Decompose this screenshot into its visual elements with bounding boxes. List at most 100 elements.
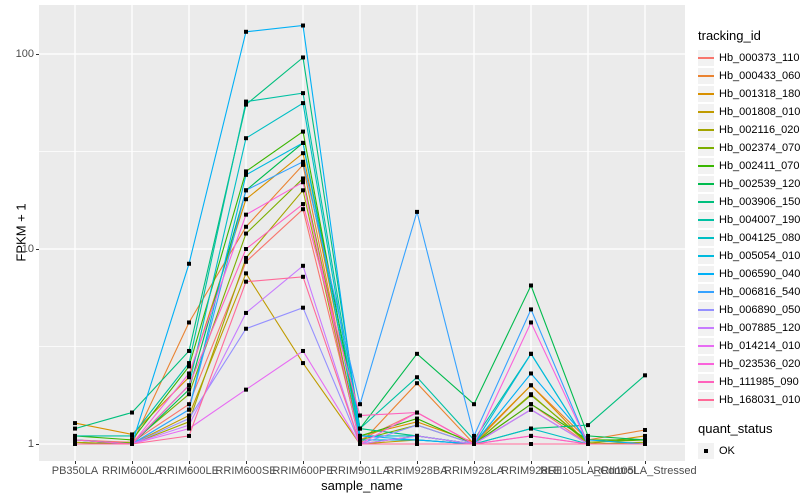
y-tick-label: 10 [21,243,34,255]
legend-line-icon [698,93,714,95]
legend-item-Hb_003906_150: Hb_003906_150 [698,193,800,211]
legend-item-Hb_014214_010: Hb_014214_010 [698,337,800,355]
data-point-Hb_003906_150 [643,373,647,378]
data-point-Hb_006590_040 [244,29,248,34]
legend-key-swatch [698,212,714,228]
x-tick-label-RRII105LA_Control: RRII105LA_Control [540,465,636,477]
legend: tracking_id Hb_000373_110 Hb_000433_060 Hb… [698,28,800,460]
legend-line-icon [698,111,714,113]
legend-key-swatch [698,50,714,66]
legend-item-Hb_004125_080: Hb_004125_080 [698,229,800,247]
legend-label: Hb_001808_010 [719,106,800,118]
legend-line-icon [698,309,714,311]
legend-item-Hb_006816_540: Hb_006816_540 [698,283,800,301]
legend-key-swatch [698,86,714,102]
data-point-Hb_006816_540 [358,402,362,407]
legend-label: Hb_000433_060 [719,70,800,82]
data-point-Hb_003906_150 [130,410,134,415]
data-point-Hb_002411_070 [130,437,134,442]
x-tick-mark [474,461,475,464]
legend-key-swatch [698,140,714,156]
data-point-Hb_001808_010 [187,413,191,418]
legend-item-Hb_004007_190: Hb_004007_190 [698,211,800,229]
data-point-Hb_003906_150 [73,426,77,431]
data-point-Hb_006590_040 [529,371,533,376]
data-point-Hb_168031_010 [73,442,77,446]
legend-items: Hb_000373_110 Hb_000433_060 Hb_001318_180 H… [698,49,800,409]
data-point-Hb_004125_080 [244,136,248,141]
data-point-Hb_006890_050 [301,305,305,310]
data-point-Hb_007885_120 [301,263,305,268]
legend-line-icon [698,273,714,275]
x-tick-mark [246,461,247,464]
y-tick-label: 100 [15,48,34,60]
legend-line-icon [698,399,714,401]
data-point-Hb_006816_540 [187,407,191,412]
data-point-Hb_003906_150 [187,348,191,353]
data-point-Hb_000433_060 [415,381,419,386]
legend-line-icon [698,363,714,365]
data-point-Hb_002411_070 [301,129,305,134]
x-tick-label-RRIM600LE: RRIM600LE [159,465,219,477]
data-point-Hb_111985_090 [244,247,248,251]
legend-label: Hb_001318_180 [719,88,800,100]
quant-status-label: OK [719,445,735,457]
legend-line-icon [698,147,714,149]
x-tick-label-RRII105LA_Stressed: RRII105LA_Stressed [593,465,697,477]
quant-status-item-OK: OK [698,442,798,460]
x-tick-label-RRIM600SE: RRIM600SE [215,465,277,477]
legend-key-swatch [698,194,714,210]
data-point-Hb_001808_010 [244,271,248,276]
data-point-Hb_002539_120 [472,402,476,407]
data-point-Hb_000373_110 [244,259,248,264]
data-point-Hb_000373_110 [187,402,191,407]
data-point-Hb_000373_110 [301,207,305,212]
data-point-Hb_168031_010 [643,442,647,446]
square-point-icon [704,449,708,453]
data-point-Hb_004007_190 [358,426,362,431]
legend-key-swatch [698,284,714,300]
data-point-Hb_002539_120 [643,437,647,442]
legend-label: Hb_002116_020 [719,124,800,136]
legend-key-swatch [698,320,714,336]
x-tick-mark [132,461,133,464]
legend-line-icon [698,327,714,329]
data-point-Hb_000433_060 [643,427,647,432]
x-tick-mark [303,461,304,464]
x-tick-label-RRIM928LA: RRIM928LA [444,465,504,477]
x-tick-mark [645,461,646,464]
legend-label: Hb_004125_080 [719,232,800,244]
data-point-Hb_001318_180 [301,151,305,156]
x-tick-label-RRIM928BA: RRIM928BA [386,465,448,477]
data-point-Hb_007885_120 [415,433,419,438]
data-point-Hb_006816_540 [301,159,305,164]
legend-label: Hb_006816_540 [719,286,800,298]
legend-line-icon [698,219,714,221]
data-point-Hb_004125_080 [301,101,305,106]
data-point-Hb_006590_040 [187,261,191,266]
data-point-Hb_002374_070 [529,393,533,398]
data-point-Hb_023536_020 [301,180,305,185]
data-point-Hb_005054_010 [358,437,362,442]
legend-key-swatch [698,392,714,408]
plot-svg [39,5,685,461]
legend-label: Hb_002539_120 [719,178,800,190]
legend-label: Hb_023536_020 [719,358,800,370]
data-point-Hb_002539_120 [187,387,191,392]
x-tick-label-PB350LA: PB350LA [51,465,99,477]
data-point-Hb_007885_120 [244,310,248,315]
data-point-Hb_014214_010 [244,387,248,392]
x-axis-title: sample_name [321,478,403,493]
legend-line-icon [698,57,714,59]
data-point-Hb_168031_010 [472,442,476,446]
legend-item-Hb_006590_040: Hb_006590_040 [698,265,800,283]
legend-key-swatch [698,230,714,246]
data-point-Hb_001318_180 [643,433,647,438]
data-point-Hb_005054_010 [301,140,305,145]
data-point-Hb_001318_180 [73,421,77,426]
legend-item-Hb_111985_090: Hb_111985_090 [698,373,799,391]
legend-key-swatch [698,374,714,390]
data-point-Hb_005054_010 [244,172,248,177]
data-point-Hb_014214_010 [187,426,191,431]
legend-item-Hb_007885_120: Hb_007885_120 [698,319,800,337]
